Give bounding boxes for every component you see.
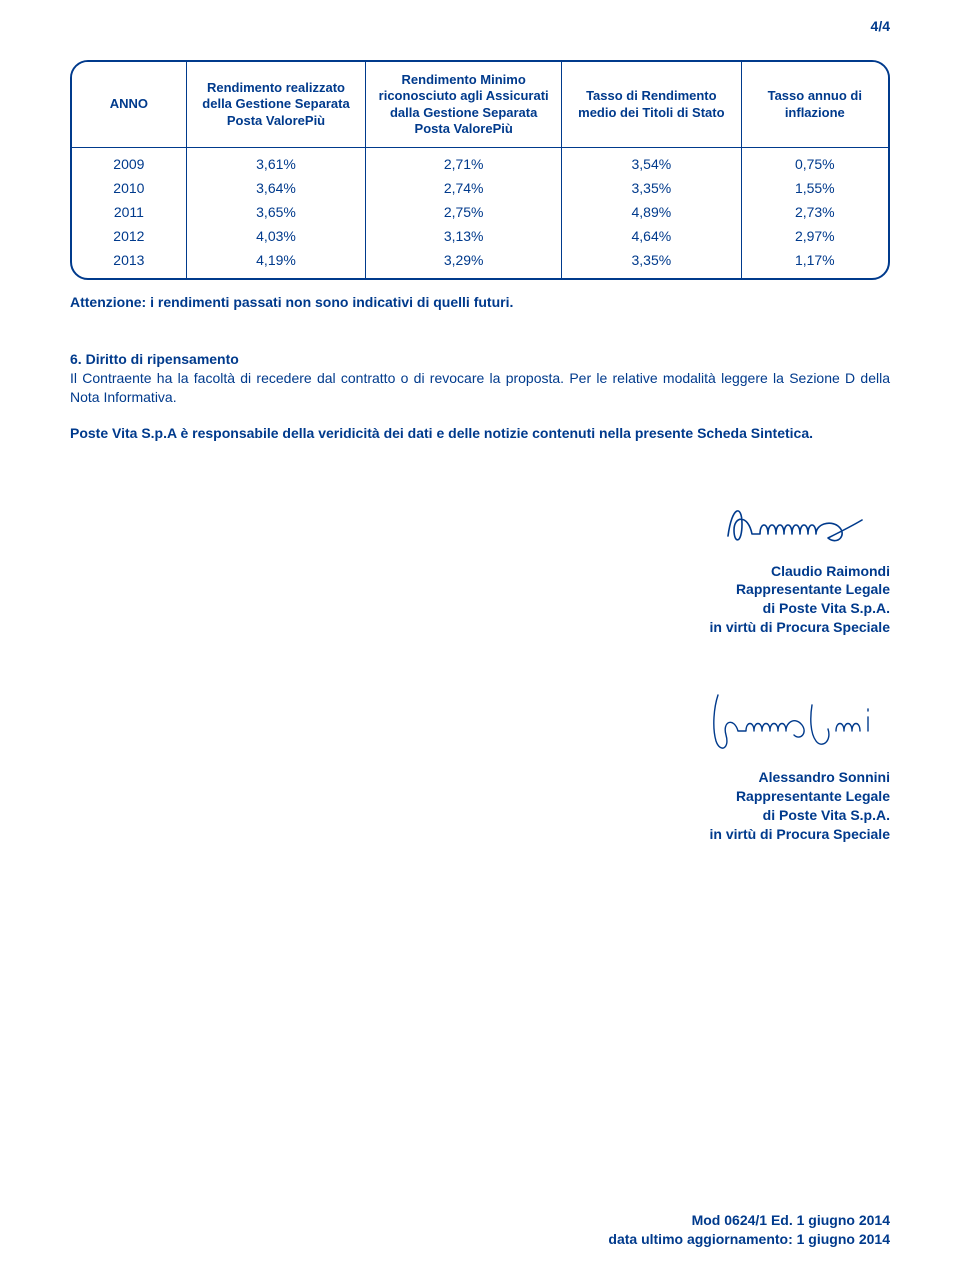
sig2-clause: in virtù di Procura Speciale xyxy=(709,826,890,842)
cell: 1,17% xyxy=(741,248,888,278)
header-tasso-inflazione: Tasso annuo di inflazione xyxy=(741,62,888,148)
cell: 2012 xyxy=(72,224,186,248)
cell: 4,64% xyxy=(562,224,742,248)
header-anno: ANNO xyxy=(72,62,186,148)
cell: 1,55% xyxy=(741,176,888,200)
cell: 3,29% xyxy=(366,248,562,278)
signature-icon xyxy=(720,496,890,556)
table-header-row: ANNO Rendimento realizzato della Gestion… xyxy=(72,62,888,148)
footer-line-1: Mod 0624/1 Ed. 1 giugno 2014 xyxy=(692,1212,890,1228)
section-6-title: Diritto di ripensamento xyxy=(86,351,239,367)
sig1-role: Rappresentante Legale xyxy=(736,581,890,597)
header-rendimento-realizzato: Rendimento realizzato della Gestione Sep… xyxy=(186,62,366,148)
sig1-company: di Poste Vita S.p.A. xyxy=(763,600,890,616)
cell: 3,35% xyxy=(562,176,742,200)
signature-icon xyxy=(700,687,890,762)
cell: 2,71% xyxy=(366,148,562,177)
signature-block-2: Alessandro Sonnini Rappresentante Legale… xyxy=(70,687,890,843)
sig1-name: Claudio Raimondi xyxy=(771,563,890,579)
responsibility-statement: Poste Vita S.p.A è responsabile della ve… xyxy=(70,425,890,441)
cell: 3,65% xyxy=(186,200,366,224)
sig2-role: Rappresentante Legale xyxy=(736,788,890,804)
cell: 3,35% xyxy=(562,248,742,278)
footer: Mod 0624/1 Ed. 1 giugno 2014 data ultimo… xyxy=(608,1211,890,1249)
sig2-company: di Poste Vita S.p.A. xyxy=(763,807,890,823)
cell: 4,03% xyxy=(186,224,366,248)
returns-table-container: ANNO Rendimento realizzato della Gestion… xyxy=(70,60,890,280)
sig1-clause: in virtù di Procura Speciale xyxy=(709,619,890,635)
section-6-number: 6. xyxy=(70,351,82,367)
cell: 4,89% xyxy=(562,200,742,224)
cell: 0,75% xyxy=(741,148,888,177)
cell: 3,54% xyxy=(562,148,742,177)
cell: 2,97% xyxy=(741,224,888,248)
cell: 2013 xyxy=(72,248,186,278)
section-6-body: Il Contraente ha la facoltà di recedere … xyxy=(70,370,890,405)
table-row: 2012 4,03% 3,13% 4,64% 2,97% xyxy=(72,224,888,248)
returns-table: ANNO Rendimento realizzato della Gestion… xyxy=(72,62,888,278)
signature-block-1: Claudio Raimondi Rappresentante Legale d… xyxy=(70,496,890,637)
cell: 3,64% xyxy=(186,176,366,200)
table-row: 2013 4,19% 3,29% 3,35% 1,17% xyxy=(72,248,888,278)
section-6: 6. Diritto di ripensamento Il Contraente… xyxy=(70,350,890,407)
cell: 2009 xyxy=(72,148,186,177)
cell: 2,73% xyxy=(741,200,888,224)
cell: 2011 xyxy=(72,200,186,224)
footer-line-2: data ultimo aggiornamento: 1 giugno 2014 xyxy=(608,1231,890,1247)
table-row: 2011 3,65% 2,75% 4,89% 2,73% xyxy=(72,200,888,224)
header-tasso-titoli: Tasso di Rendimento medio dei Titoli di … xyxy=(562,62,742,148)
sig2-name: Alessandro Sonnini xyxy=(759,769,890,785)
cell: 3,13% xyxy=(366,224,562,248)
cell: 2010 xyxy=(72,176,186,200)
cell: 3,61% xyxy=(186,148,366,177)
table-row: 2009 3,61% 2,71% 3,54% 0,75% xyxy=(72,148,888,177)
table-body: 2009 3,61% 2,71% 3,54% 0,75% 2010 3,64% … xyxy=(72,148,888,279)
cell: 2,74% xyxy=(366,176,562,200)
table-row: 2010 3,64% 2,74% 3,35% 1,55% xyxy=(72,176,888,200)
attention-note: Attenzione: i rendimenti passati non son… xyxy=(70,294,890,310)
header-rendimento-minimo: Rendimento Minimo riconosciuto agli Assi… xyxy=(366,62,562,148)
page-number: 4/4 xyxy=(871,18,890,34)
cell: 2,75% xyxy=(366,200,562,224)
cell: 4,19% xyxy=(186,248,366,278)
